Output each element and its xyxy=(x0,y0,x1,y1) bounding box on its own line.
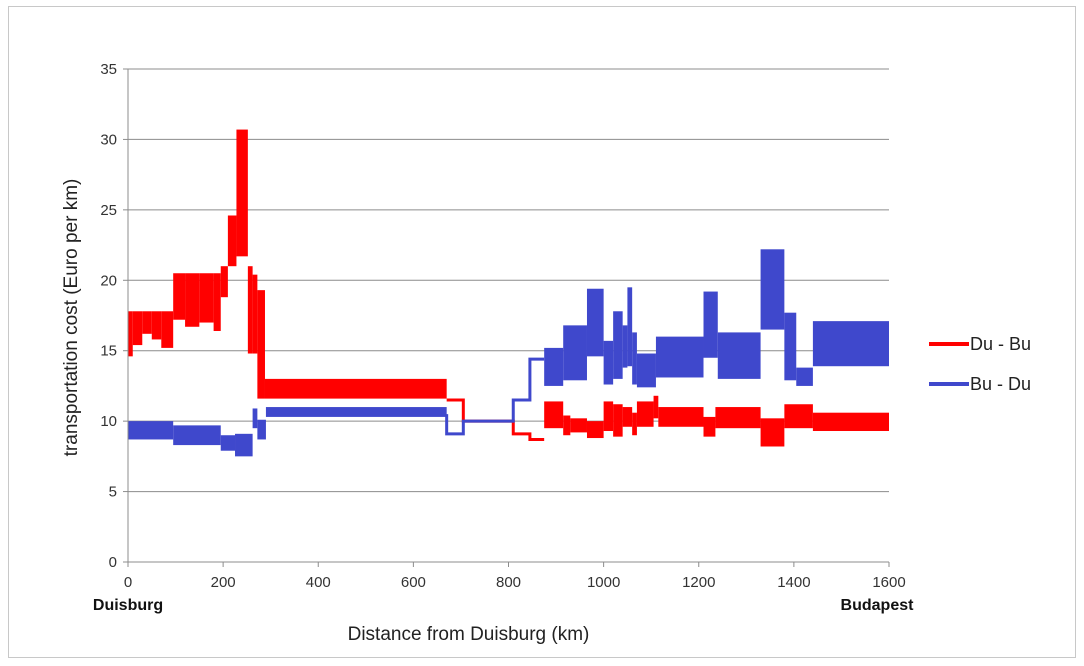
series-0-band-b-14 xyxy=(784,404,813,429)
tick-labels: 0 5 10 15 20 25 30 35 0 200 400 600 800 1000 1200 1400 1… xyxy=(100,61,905,591)
y-tick-label-7: 35 xyxy=(100,61,117,78)
y-tick-label-4: 20 xyxy=(100,272,117,289)
y-tick-label-0: 0 xyxy=(109,554,117,571)
series-0-band-a-1 xyxy=(132,311,143,346)
series-0-band-a-14 xyxy=(257,290,265,399)
series-1-band-b-15 xyxy=(812,321,889,367)
y-tick-label-6: 30 xyxy=(100,131,117,148)
series-1-band-b-0 xyxy=(544,347,564,386)
series-0-band-b-0 xyxy=(544,401,564,429)
series-0-band-a-10 xyxy=(227,215,237,267)
chart-frame: 0 5 10 15 20 25 30 35 0 200 400 600 800 1000 1200 1400 1… xyxy=(8,6,1076,658)
x-tick-label-2: 400 xyxy=(306,574,331,591)
y-tick-label-5: 25 xyxy=(100,202,117,219)
x-start-label: Duisburg xyxy=(93,597,163,614)
series-1-band-b-7 xyxy=(632,332,637,385)
series-1-band-b-14 xyxy=(796,367,813,386)
series-1-band-a-4 xyxy=(252,408,258,429)
series-0-band-a-2 xyxy=(142,311,152,334)
series-0-band-b-8 xyxy=(636,401,654,427)
legend-label-1: Bu - Du xyxy=(970,374,1031,394)
y-tick-label-2: 10 xyxy=(100,413,117,430)
series-1-band-b-9 xyxy=(655,336,704,378)
series-1-band-a-1 xyxy=(173,425,221,446)
series-1-band-b-2 xyxy=(586,288,604,357)
series-0-band-b-15 xyxy=(812,412,889,432)
series-1-band-a-6 xyxy=(265,407,447,417)
series-1-band-b-10 xyxy=(703,291,718,358)
x-tick-label-6: 1200 xyxy=(682,574,715,591)
series-0-band-a-5 xyxy=(173,273,186,320)
series-1-band-b-11 xyxy=(717,332,761,379)
series-0-band-a-11 xyxy=(236,129,248,257)
x-tick-label-0: 0 xyxy=(124,574,132,591)
series-0-band-b-12 xyxy=(715,407,761,429)
series-1-band-a-0 xyxy=(128,421,174,440)
series-0-band-a-6 xyxy=(185,273,200,327)
series-0-band-a-8 xyxy=(213,273,221,331)
series-0-band-b-9 xyxy=(653,395,659,419)
series-1-band-b-13 xyxy=(784,312,797,381)
series-0-step-line xyxy=(446,398,545,441)
series-0-band-a-7 xyxy=(199,273,214,323)
plot-area xyxy=(128,129,889,457)
x-tick-label-1: 200 xyxy=(211,574,236,591)
series-1-band-b-12 xyxy=(760,249,785,330)
legend-label-0: Du - Bu xyxy=(970,334,1031,354)
x-axis-title: Distance from Duisburg (km) xyxy=(348,624,590,645)
series-0-band-a-13 xyxy=(252,274,258,354)
series-1 xyxy=(128,249,889,457)
series-0 xyxy=(128,129,889,447)
y-tick-label-3: 15 xyxy=(100,343,117,360)
x-tick-label-7: 1400 xyxy=(777,574,810,591)
x-tick-label-4: 800 xyxy=(496,574,521,591)
series-0-band-a-3 xyxy=(151,311,162,340)
series-0-band-b-13 xyxy=(760,418,785,447)
x-tick-label-8: 1600 xyxy=(872,574,905,591)
series-0-band-a-15 xyxy=(264,378,447,399)
series-0-band-b-4 xyxy=(603,401,614,432)
series-1-band-a-3 xyxy=(235,433,253,457)
series-0-band-b-1 xyxy=(563,415,571,436)
series-0-band-a-9 xyxy=(220,266,228,298)
series-1-band-b-6 xyxy=(627,287,633,367)
series-1-band-a-5 xyxy=(257,419,266,440)
series-0-band-a-0 xyxy=(128,311,133,357)
series-0-band-b-10 xyxy=(658,407,704,427)
series-1-band-b-1 xyxy=(563,325,587,381)
series-1-step-line xyxy=(445,357,545,436)
series-0-band-a-12 xyxy=(247,266,253,354)
y-tick-label-1: 5 xyxy=(109,484,117,501)
series-0-band-b-6 xyxy=(622,407,633,427)
chart: 0 5 10 15 20 25 30 35 0 200 400 600 800 1000 1200 1400 1… xyxy=(61,61,1031,645)
legend: Du - Bu Bu - Du xyxy=(929,334,1031,394)
x-tick-label-3: 600 xyxy=(401,574,426,591)
series-1-band-a-2 xyxy=(220,435,236,451)
x-end-label: Budapest xyxy=(841,597,915,614)
series-0-band-b-7 xyxy=(632,412,637,436)
y-axis-title: transportation cost (Euro per km) xyxy=(61,179,82,457)
series-1-band-b-8 xyxy=(636,353,656,388)
series-1-band-b-4 xyxy=(613,311,623,379)
series-0-band-b-11 xyxy=(703,416,716,437)
series-0-band-b-5 xyxy=(613,404,623,437)
series-1-band-b-3 xyxy=(603,340,614,385)
series-0-band-a-4 xyxy=(161,311,174,348)
series-1-band-b-5 xyxy=(622,325,628,368)
series-0-band-b-2 xyxy=(570,418,587,433)
x-tick-label-5: 1000 xyxy=(587,574,620,591)
series-0-band-b-3 xyxy=(586,421,604,439)
